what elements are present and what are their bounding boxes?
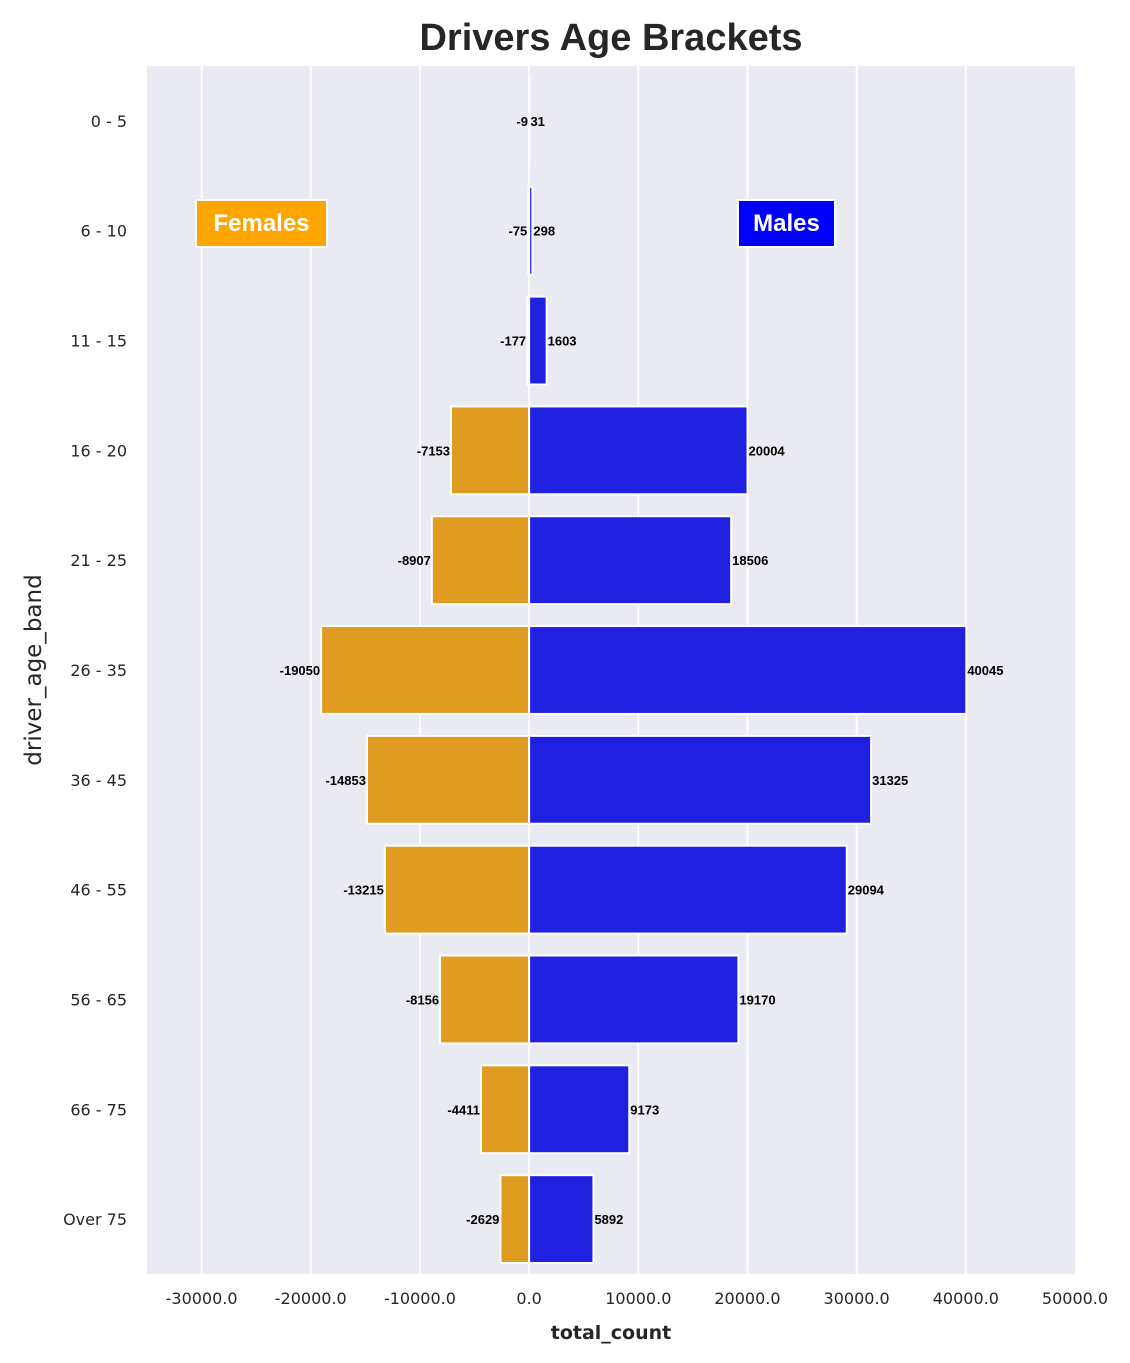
female-bar [439, 954, 531, 1045]
male-bar [528, 295, 548, 386]
male-bar [528, 1174, 595, 1265]
female-bar-label: -19050 [280, 663, 320, 678]
male-bar [528, 515, 733, 606]
female-bar [499, 1174, 531, 1265]
female-bar-label: -4411 [447, 1102, 480, 1117]
female-bar [365, 734, 531, 825]
legend-females: Females [195, 199, 328, 248]
male-bar-label: 40045 [967, 663, 1003, 678]
male-bar-label: 1603 [548, 334, 577, 349]
y-tick-label: 16 - 20 [70, 441, 127, 460]
bar-labels: -9 -75 -177 -7153 -8907 -19050 -14853 -13215 -81… [280, 114, 1004, 1227]
male-bar [528, 954, 740, 1045]
female-bar-label: -177 [500, 334, 526, 349]
y-tick-label: 26 - 35 [70, 661, 127, 680]
male-bar [528, 734, 873, 825]
x-tick-label: 50000.0 [1042, 1289, 1108, 1308]
y-axis-label: driver_age_band [21, 574, 47, 765]
female-bar-label: -14853 [325, 773, 365, 788]
y-tick-label: 46 - 55 [70, 881, 127, 900]
female-bar-label: -13215 [343, 883, 383, 898]
x-tick-label: 10000.0 [605, 1289, 671, 1308]
female-bar [479, 1064, 531, 1155]
y-tick-label: 11 - 15 [70, 332, 127, 351]
male-bar-label: 298 [533, 224, 555, 239]
x-tick-label: 40000.0 [933, 1289, 999, 1308]
x-tick-label: 20000.0 [714, 1289, 780, 1308]
chart-title: Drivers Age Brackets [419, 17, 802, 59]
male-bar [528, 625, 968, 715]
legend-box [195, 199, 328, 248]
x-tick-label: 30000.0 [824, 1289, 890, 1308]
female-bar-label: -8907 [398, 553, 431, 568]
x-tick-label: -20000.0 [275, 1289, 347, 1308]
female-bar-label: -75 [509, 224, 528, 239]
x-tick-label: 0.0 [516, 1289, 541, 1308]
male-bar-label: 31325 [872, 773, 908, 788]
bars [320, 75, 968, 1265]
legend-label: Females [213, 210, 309, 237]
male-bar [528, 405, 749, 496]
male-bar-label: 9173 [630, 1102, 659, 1117]
female-bar-label: -8156 [406, 992, 439, 1007]
legend: Females Males [195, 199, 836, 248]
y-tick-label: 6 - 10 [81, 222, 127, 241]
male-bar-label: 18506 [732, 553, 768, 568]
y-tick-label: Over 75 [63, 1210, 127, 1229]
female-bar [383, 844, 531, 935]
female-bar-label: -7153 [417, 443, 450, 458]
x-tick-label: -10000.0 [384, 1289, 456, 1308]
y-tick-labels: 0 - 5 6 - 10 11 - 15 16 - 20 21 - 25 26 - 35 3… [63, 112, 127, 1229]
x-tick-labels: -30000.0 -20000.0 -10000.0 0.0 10000.0 20000.… [166, 1289, 1108, 1308]
x-axis-label: total_count [551, 1322, 672, 1344]
y-tick-label: 56 - 65 [70, 990, 127, 1009]
y-tick-label: 36 - 45 [70, 771, 127, 790]
x-tick-label: -30000.0 [166, 1289, 238, 1308]
female-bar [430, 515, 531, 606]
y-tick-label: 21 - 25 [70, 551, 127, 570]
legend-label: Males [753, 210, 820, 237]
male-bar-label: 19170 [739, 992, 775, 1007]
legend-box [737, 199, 836, 248]
female-bar [450, 405, 531, 496]
legend-males: Males [737, 199, 836, 248]
male-bar [528, 185, 534, 276]
male-bar-label: 5892 [594, 1212, 623, 1227]
female-bar-label: -9 [516, 114, 528, 129]
y-tick-label: 0 - 5 [91, 112, 127, 131]
male-bar-label: 29094 [848, 883, 885, 898]
male-bar [528, 844, 848, 935]
female-bar-label: -2629 [466, 1212, 499, 1227]
male-bar-label: 31 [530, 114, 544, 129]
female-bar [320, 625, 531, 715]
y-tick-label: 66 - 75 [70, 1100, 127, 1119]
male-bar-label: 20004 [749, 443, 786, 458]
male-bar [528, 1064, 631, 1155]
